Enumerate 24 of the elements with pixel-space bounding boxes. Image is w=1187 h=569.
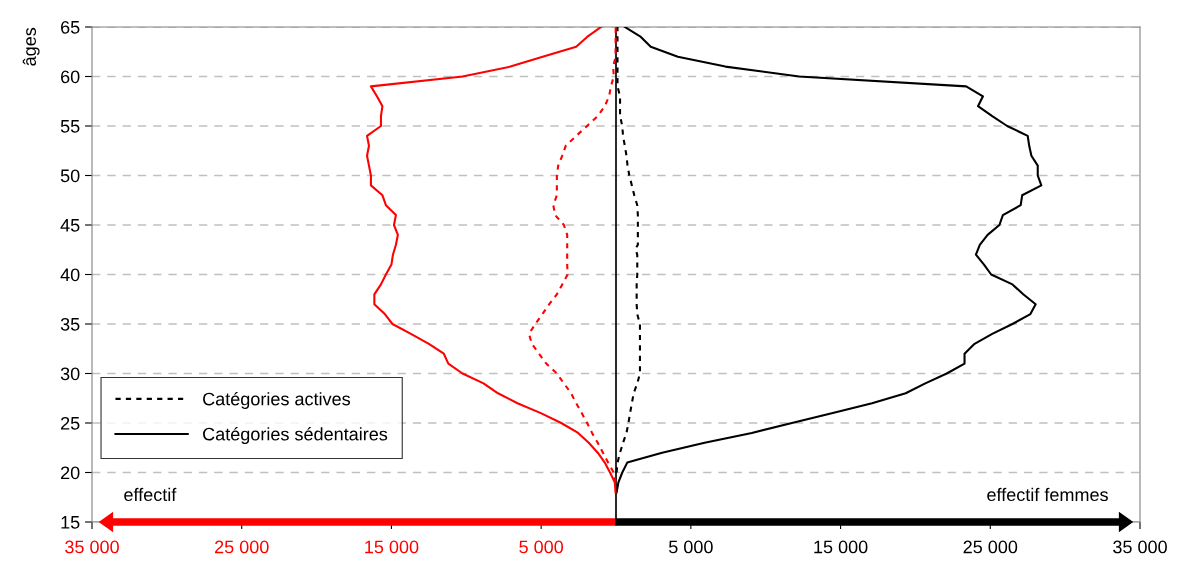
y-tick-label: 65 [61, 20, 80, 34]
x-tick-label: 15 000 [365, 540, 419, 554]
x-tick-label: 25 000 [215, 540, 269, 554]
x-tick-label: 15 000 [814, 540, 868, 554]
legend-label: Catégories actives [203, 391, 351, 409]
y-tick-label: 50 [60, 169, 80, 183]
x-tick-label: 35 000 [65, 540, 119, 554]
x-tick-label: 5 000 [519, 540, 564, 554]
y-tick-label: 25 [61, 416, 80, 430]
y-tick-label: 15 [61, 516, 80, 529]
y-tick-label: 60 [61, 70, 80, 84]
y-tick-label: 30 [60, 367, 80, 381]
y-tick-label: 45 [60, 219, 80, 232]
annotation: effectif femmes [987, 487, 1108, 502]
y-tick-label: 35 [60, 317, 80, 331]
x-tick-label: 25 000 [963, 540, 1018, 554]
legend-label: Catégories sédentaires [203, 427, 388, 445]
y-tick-label: 40 [60, 268, 80, 282]
x-tick-label: 35 000 [1113, 540, 1167, 554]
y-tick-label: 20 [61, 466, 80, 480]
y-tick-label: 55 [60, 120, 80, 133]
x-tick-label: 5 000 [668, 540, 713, 554]
y-axis-title: âges [22, 27, 40, 66]
annotation: effectif [124, 487, 177, 502]
